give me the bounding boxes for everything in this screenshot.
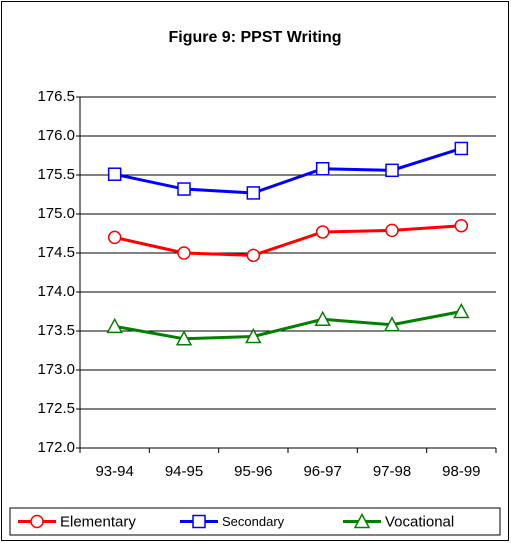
- x-tick-label: 96-97: [303, 463, 341, 480]
- point: [385, 223, 399, 238]
- chart-title: Figure 9: PPST Writing: [168, 29, 341, 46]
- point: [106, 317, 123, 334]
- x-tick-label: 98-99: [442, 463, 480, 480]
- point: [177, 182, 191, 196]
- point: [315, 162, 330, 176]
- x-tick-label: 93-94: [95, 463, 133, 480]
- legend-marker: [192, 514, 206, 529]
- point: [454, 141, 469, 156]
- y-tick-label: 176.0: [37, 127, 75, 144]
- legend-box: [9, 507, 501, 536]
- y-tick-label: 174.5: [37, 244, 75, 261]
- point: [314, 310, 331, 327]
- point: [454, 218, 469, 233]
- point: [246, 248, 261, 263]
- x-tick-label: 97-98: [373, 463, 411, 480]
- legend-label: Secondary: [222, 514, 285, 529]
- point: [453, 302, 470, 319]
- series-line: [114, 147, 462, 195]
- point: [246, 186, 261, 200]
- point: [383, 316, 401, 332]
- y-tick-label: 172.5: [37, 400, 75, 417]
- y-tick-label: 175.0: [37, 205, 75, 222]
- series-line: [114, 310, 462, 341]
- point: [175, 330, 193, 346]
- y-tick-label: 172.0: [37, 439, 75, 456]
- legend-label: Elementary: [60, 513, 136, 530]
- point: [107, 167, 122, 181]
- legend-marker: [353, 512, 371, 529]
- y-tick-label: 173.5: [37, 322, 75, 339]
- point: [245, 327, 262, 344]
- y-tick-label: 173.0: [37, 361, 75, 378]
- legend-label: Vocational: [385, 513, 454, 530]
- point: [315, 225, 330, 239]
- y-tick-label: 176.5: [37, 88, 75, 105]
- x-tick-label: 94-95: [165, 463, 203, 480]
- y-tick-label: 174.0: [37, 283, 75, 300]
- point: [177, 246, 191, 260]
- point: [107, 230, 122, 245]
- series-line: [114, 224, 462, 257]
- point: [385, 163, 399, 178]
- x-tick-label: 95-96: [234, 463, 272, 480]
- legend-marker: [30, 514, 44, 529]
- y-tick-label: 175.5: [37, 166, 75, 183]
